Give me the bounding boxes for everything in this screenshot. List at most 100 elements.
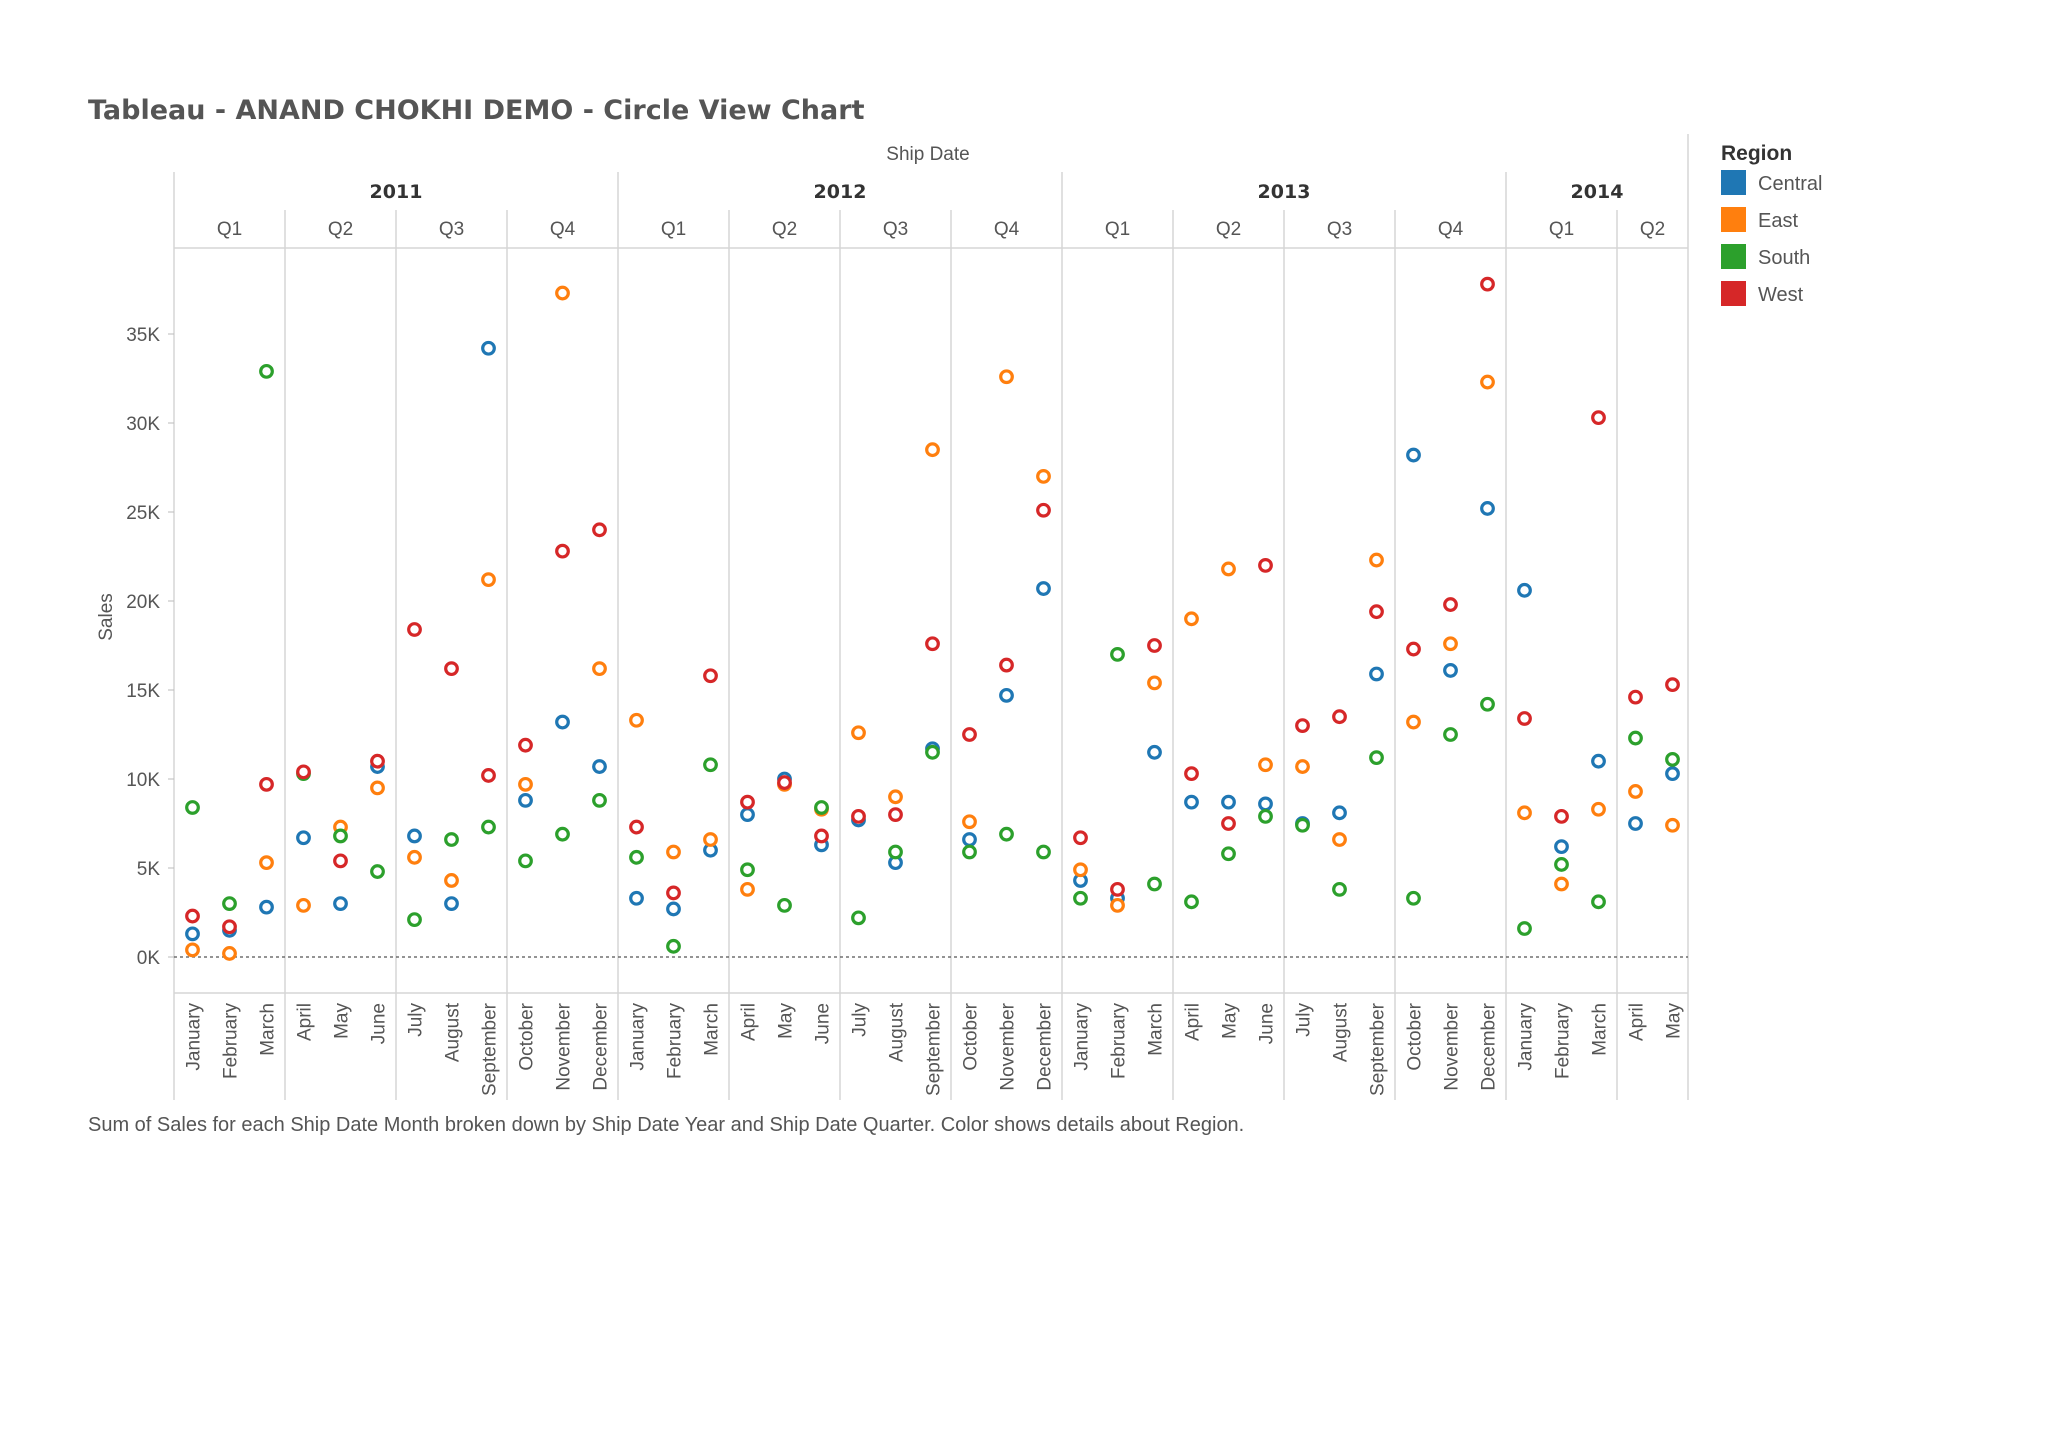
- legend-label: East: [1758, 210, 1798, 232]
- data-point-south: [518, 853, 533, 869]
- legend-label: West: [1758, 284, 1804, 306]
- month-label: March: [258, 1003, 279, 1056]
- data-point-south: [925, 744, 940, 760]
- month-label: December: [1479, 1002, 1500, 1090]
- data-point-west: [333, 853, 348, 869]
- data-point-east: [259, 855, 274, 871]
- month-label: June: [369, 1003, 390, 1044]
- data-point-west: [1554, 808, 1569, 824]
- data-point-east: [1332, 832, 1347, 847]
- data-point-central: [481, 340, 496, 356]
- data-point-west: [481, 768, 496, 783]
- month-label: February: [1553, 1003, 1574, 1080]
- data-point-central: [1258, 796, 1273, 812]
- quarter-header: Q2: [1640, 219, 1665, 240]
- month-label: October: [1405, 1002, 1426, 1070]
- data-point-south: [1591, 894, 1606, 910]
- data-point-south: [444, 832, 459, 847]
- data-point-south: [629, 849, 644, 865]
- data-point-south: [1036, 844, 1051, 860]
- month-label: November: [554, 1002, 575, 1090]
- data-point-east: [1295, 759, 1310, 774]
- data-point-south: [1184, 894, 1199, 910]
- data-point-west: [444, 661, 459, 677]
- month-label: April: [295, 1003, 316, 1041]
- month-label: March: [1146, 1003, 1167, 1056]
- data-point-south: [222, 896, 237, 911]
- quarter-header: Q1: [217, 219, 242, 240]
- data-point-east: [518, 776, 533, 792]
- data-point-south: [851, 910, 866, 926]
- month-label: August: [1331, 1002, 1352, 1062]
- data-point-south: [1110, 647, 1125, 662]
- data-point-west: [222, 919, 237, 935]
- quarter-header: Q1: [1105, 219, 1130, 240]
- data-point-east: [1073, 862, 1088, 878]
- data-point-east: [296, 897, 311, 913]
- month-label: March: [702, 1003, 723, 1056]
- quarter-header: Q4: [994, 219, 1020, 240]
- data-point-east: [999, 369, 1014, 385]
- data-point-central: [1036, 581, 1051, 596]
- month-label: October: [961, 1002, 982, 1070]
- legend-label: South: [1758, 247, 1810, 269]
- data-point-south: [1517, 921, 1532, 936]
- data-point-south: [1221, 846, 1236, 862]
- data-point-west: [629, 819, 644, 835]
- data-point-south: [333, 828, 348, 844]
- quarter-header: Q2: [1216, 219, 1241, 240]
- data-point-west: [185, 908, 200, 924]
- month-label: April: [1183, 1003, 1204, 1041]
- data-point-south: [1628, 730, 1643, 746]
- month-label: April: [1627, 1003, 1648, 1041]
- data-point-east: [1036, 469, 1051, 484]
- y-tick-label: 10K: [126, 770, 160, 791]
- quarter-header: Q4: [550, 219, 576, 240]
- data-point-east: [1628, 784, 1643, 799]
- year-header: 2011: [370, 181, 423, 203]
- month-label: July: [406, 1003, 427, 1037]
- y-tick-label: 5K: [137, 859, 161, 880]
- data-point-south: [1406, 890, 1421, 906]
- data-point-east: [925, 442, 940, 458]
- data-point-west: [1332, 709, 1347, 725]
- gridlines: [173, 134, 1689, 1100]
- data-point-south: [592, 792, 607, 808]
- data-point-west: [1480, 276, 1495, 292]
- quarter-header: Q3: [1327, 219, 1352, 240]
- data-point-east: [444, 873, 459, 888]
- data-point-south: [1073, 890, 1088, 906]
- data-point-east: [629, 712, 644, 728]
- data-point-central: [1591, 753, 1606, 769]
- data-point-west: [407, 622, 422, 637]
- quarter-header: Q1: [661, 219, 686, 240]
- data-point-central: [1369, 666, 1384, 682]
- data-point-west: [592, 522, 607, 538]
- data-point-west: [666, 885, 681, 901]
- month-label: April: [739, 1003, 760, 1041]
- data-point-west: [1258, 558, 1273, 573]
- year-header: 2013: [1258, 181, 1311, 203]
- legend-swatch: [1721, 207, 1746, 232]
- data-point-central: [518, 792, 533, 808]
- quarter-header: Q3: [883, 219, 908, 240]
- y-axis: 0K 5K 10K 15K 20K 25K 30K 35K: [126, 325, 174, 969]
- month-label: May: [332, 1003, 353, 1039]
- data-point-west: [740, 794, 755, 810]
- data-point-east: [481, 572, 496, 588]
- data-point-south: [777, 897, 792, 913]
- data-point-central: [407, 828, 422, 844]
- data-point-central: [1406, 447, 1421, 463]
- data-point-south: [1480, 696, 1495, 712]
- data-marks: [185, 276, 1680, 961]
- data-point-south: [1443, 727, 1458, 742]
- data-point-east: [370, 780, 385, 796]
- data-point-west: [370, 753, 385, 769]
- data-point-west: [1369, 604, 1384, 620]
- month-label: May: [1664, 1003, 1685, 1039]
- data-point-central: [740, 807, 755, 822]
- data-point-east: [703, 832, 718, 847]
- data-point-south: [1147, 876, 1162, 892]
- data-point-west: [1147, 638, 1162, 653]
- data-point-south: [555, 826, 570, 842]
